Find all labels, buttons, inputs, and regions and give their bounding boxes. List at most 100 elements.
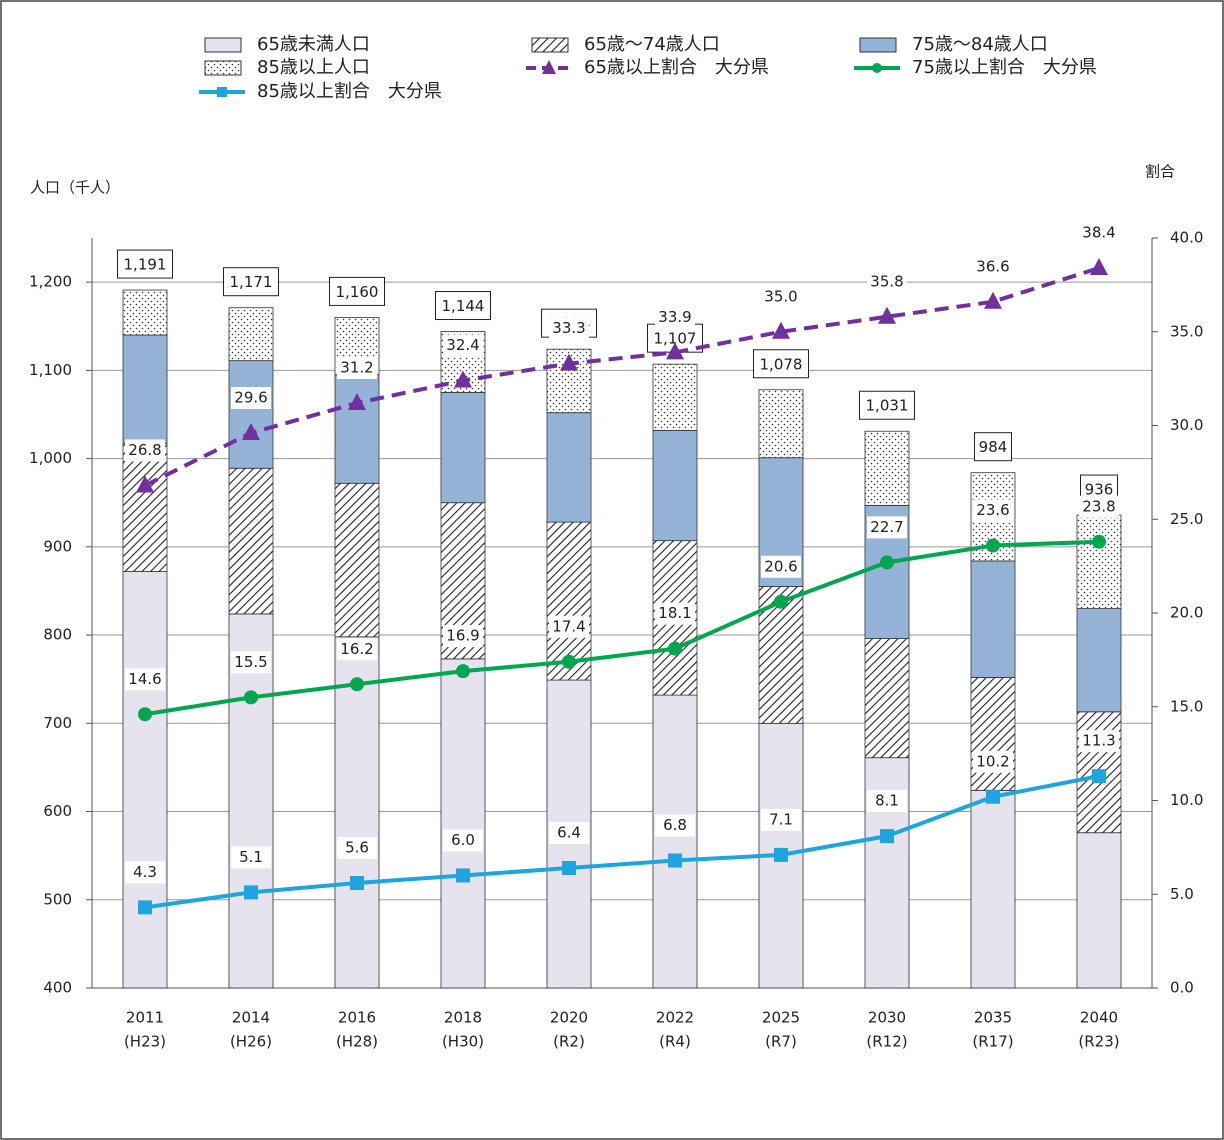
legend-label: 85歳以上人口 bbox=[257, 57, 370, 78]
bar-segment bbox=[652, 694, 698, 989]
marker bbox=[244, 885, 258, 900]
line bbox=[144, 774, 1100, 910]
marker bbox=[1092, 534, 1106, 549]
bar-segment bbox=[546, 521, 592, 681]
data-label: 29.6 bbox=[234, 389, 267, 407]
marker bbox=[454, 370, 472, 388]
data-label: 31.2 bbox=[340, 359, 373, 377]
data-label: 18.1 bbox=[658, 604, 691, 622]
data-label-bg bbox=[337, 638, 377, 661]
bar-segment bbox=[652, 429, 698, 542]
y2-tick-label: 25.0 bbox=[1170, 510, 1203, 528]
marker bbox=[772, 321, 790, 339]
data-label-bg bbox=[1079, 222, 1119, 244]
marker bbox=[348, 393, 366, 410]
y-tick-label: 1,100 bbox=[29, 361, 72, 379]
bar-segment bbox=[1076, 514, 1122, 609]
data-label: 5.1 bbox=[239, 848, 263, 866]
data-label-bg bbox=[125, 439, 165, 462]
data-label: 23.6 bbox=[976, 501, 1009, 519]
bar-segment bbox=[228, 307, 274, 362]
data-label-bg bbox=[867, 790, 907, 813]
bar-segment bbox=[228, 360, 274, 469]
data-label: 11.3 bbox=[1082, 732, 1115, 750]
y-tick-label: 600 bbox=[43, 802, 72, 820]
bar-segment bbox=[228, 467, 274, 615]
marker bbox=[350, 876, 364, 890]
data-label: 6.8 bbox=[663, 816, 687, 834]
y2-tick-label: 15.0 bbox=[1170, 697, 1203, 715]
bar-segment bbox=[970, 789, 1016, 989]
x-tick-label: (R12) bbox=[866, 1033, 907, 1051]
y-tick-label: 900 bbox=[43, 537, 72, 555]
marker bbox=[1092, 769, 1106, 784]
x-tick-label: (H28) bbox=[336, 1033, 378, 1051]
legend-label: 75歳以上割合 大分県 bbox=[912, 57, 1097, 78]
data-label-bg bbox=[443, 334, 483, 357]
marker bbox=[138, 900, 152, 915]
marker bbox=[560, 353, 578, 371]
y2-tick-label: 0.0 bbox=[1170, 979, 1194, 997]
data-label: 23.8 bbox=[1082, 497, 1115, 515]
data-label: 36.6 bbox=[976, 257, 1009, 275]
data-label: 5.6 bbox=[345, 839, 369, 857]
data-label: 35.8 bbox=[870, 272, 903, 290]
bar-segment bbox=[334, 636, 380, 989]
x-tick-label: (R2) bbox=[553, 1033, 585, 1051]
y2-tick-label: 20.0 bbox=[1170, 604, 1203, 622]
y-axis-title: 人口（千人） bbox=[30, 179, 120, 197]
data-label: 26.8 bbox=[128, 441, 161, 459]
data-label-bg bbox=[867, 516, 907, 539]
data-label: 16.2 bbox=[340, 640, 373, 658]
marker bbox=[986, 789, 1000, 804]
total-label: 1,144 bbox=[442, 297, 485, 315]
y-tick-label: 1,000 bbox=[29, 449, 72, 467]
line bbox=[144, 539, 1100, 717]
x-tick-label: 2014 bbox=[232, 1009, 270, 1027]
x-tick-label: 2018 bbox=[444, 1009, 482, 1027]
legend-marker bbox=[217, 87, 227, 97]
data-label-bg bbox=[231, 387, 271, 409]
data-label-bg bbox=[549, 822, 589, 844]
x-tick-label: (H26) bbox=[230, 1033, 272, 1051]
data-label-bg bbox=[761, 555, 801, 578]
data-label-bg bbox=[761, 285, 801, 308]
data-label-bg bbox=[125, 668, 165, 691]
x-tick-label: 2040 bbox=[1080, 1009, 1118, 1027]
data-label-bg bbox=[973, 255, 1013, 278]
legend-label: 65歳～74歳人口 bbox=[584, 34, 720, 55]
total-label-box bbox=[223, 267, 279, 297]
marker bbox=[456, 664, 470, 679]
data-label-bg bbox=[973, 750, 1013, 773]
marker bbox=[880, 829, 894, 844]
data-label: 7.1 bbox=[769, 810, 793, 828]
legend-swatch bbox=[531, 37, 569, 53]
bar-segment bbox=[864, 430, 910, 506]
marker bbox=[668, 853, 682, 868]
total-label: 1,171 bbox=[230, 273, 273, 291]
data-label: 38.4 bbox=[1082, 224, 1115, 242]
total-label-box bbox=[329, 276, 385, 306]
marker bbox=[666, 342, 684, 360]
marker bbox=[136, 475, 154, 493]
bar-segment bbox=[652, 363, 698, 431]
data-label-bg bbox=[231, 846, 271, 869]
marker bbox=[350, 677, 364, 692]
data-label-bg bbox=[231, 651, 271, 674]
bar-segment bbox=[440, 658, 486, 989]
x-tick-label: 2035 bbox=[974, 1009, 1012, 1027]
legend-marker bbox=[872, 63, 882, 73]
data-label-bg bbox=[655, 814, 695, 837]
legend-label: 65歳以上割合 大分県 bbox=[584, 57, 769, 78]
marker bbox=[668, 641, 682, 656]
line bbox=[144, 266, 1100, 488]
bar-segment bbox=[864, 638, 910, 759]
bar-segment bbox=[122, 571, 168, 989]
bar-segment bbox=[122, 443, 168, 572]
marker bbox=[774, 594, 788, 609]
total-label-box bbox=[859, 390, 915, 420]
data-label: 33.3 bbox=[552, 319, 585, 337]
marker bbox=[562, 654, 576, 669]
